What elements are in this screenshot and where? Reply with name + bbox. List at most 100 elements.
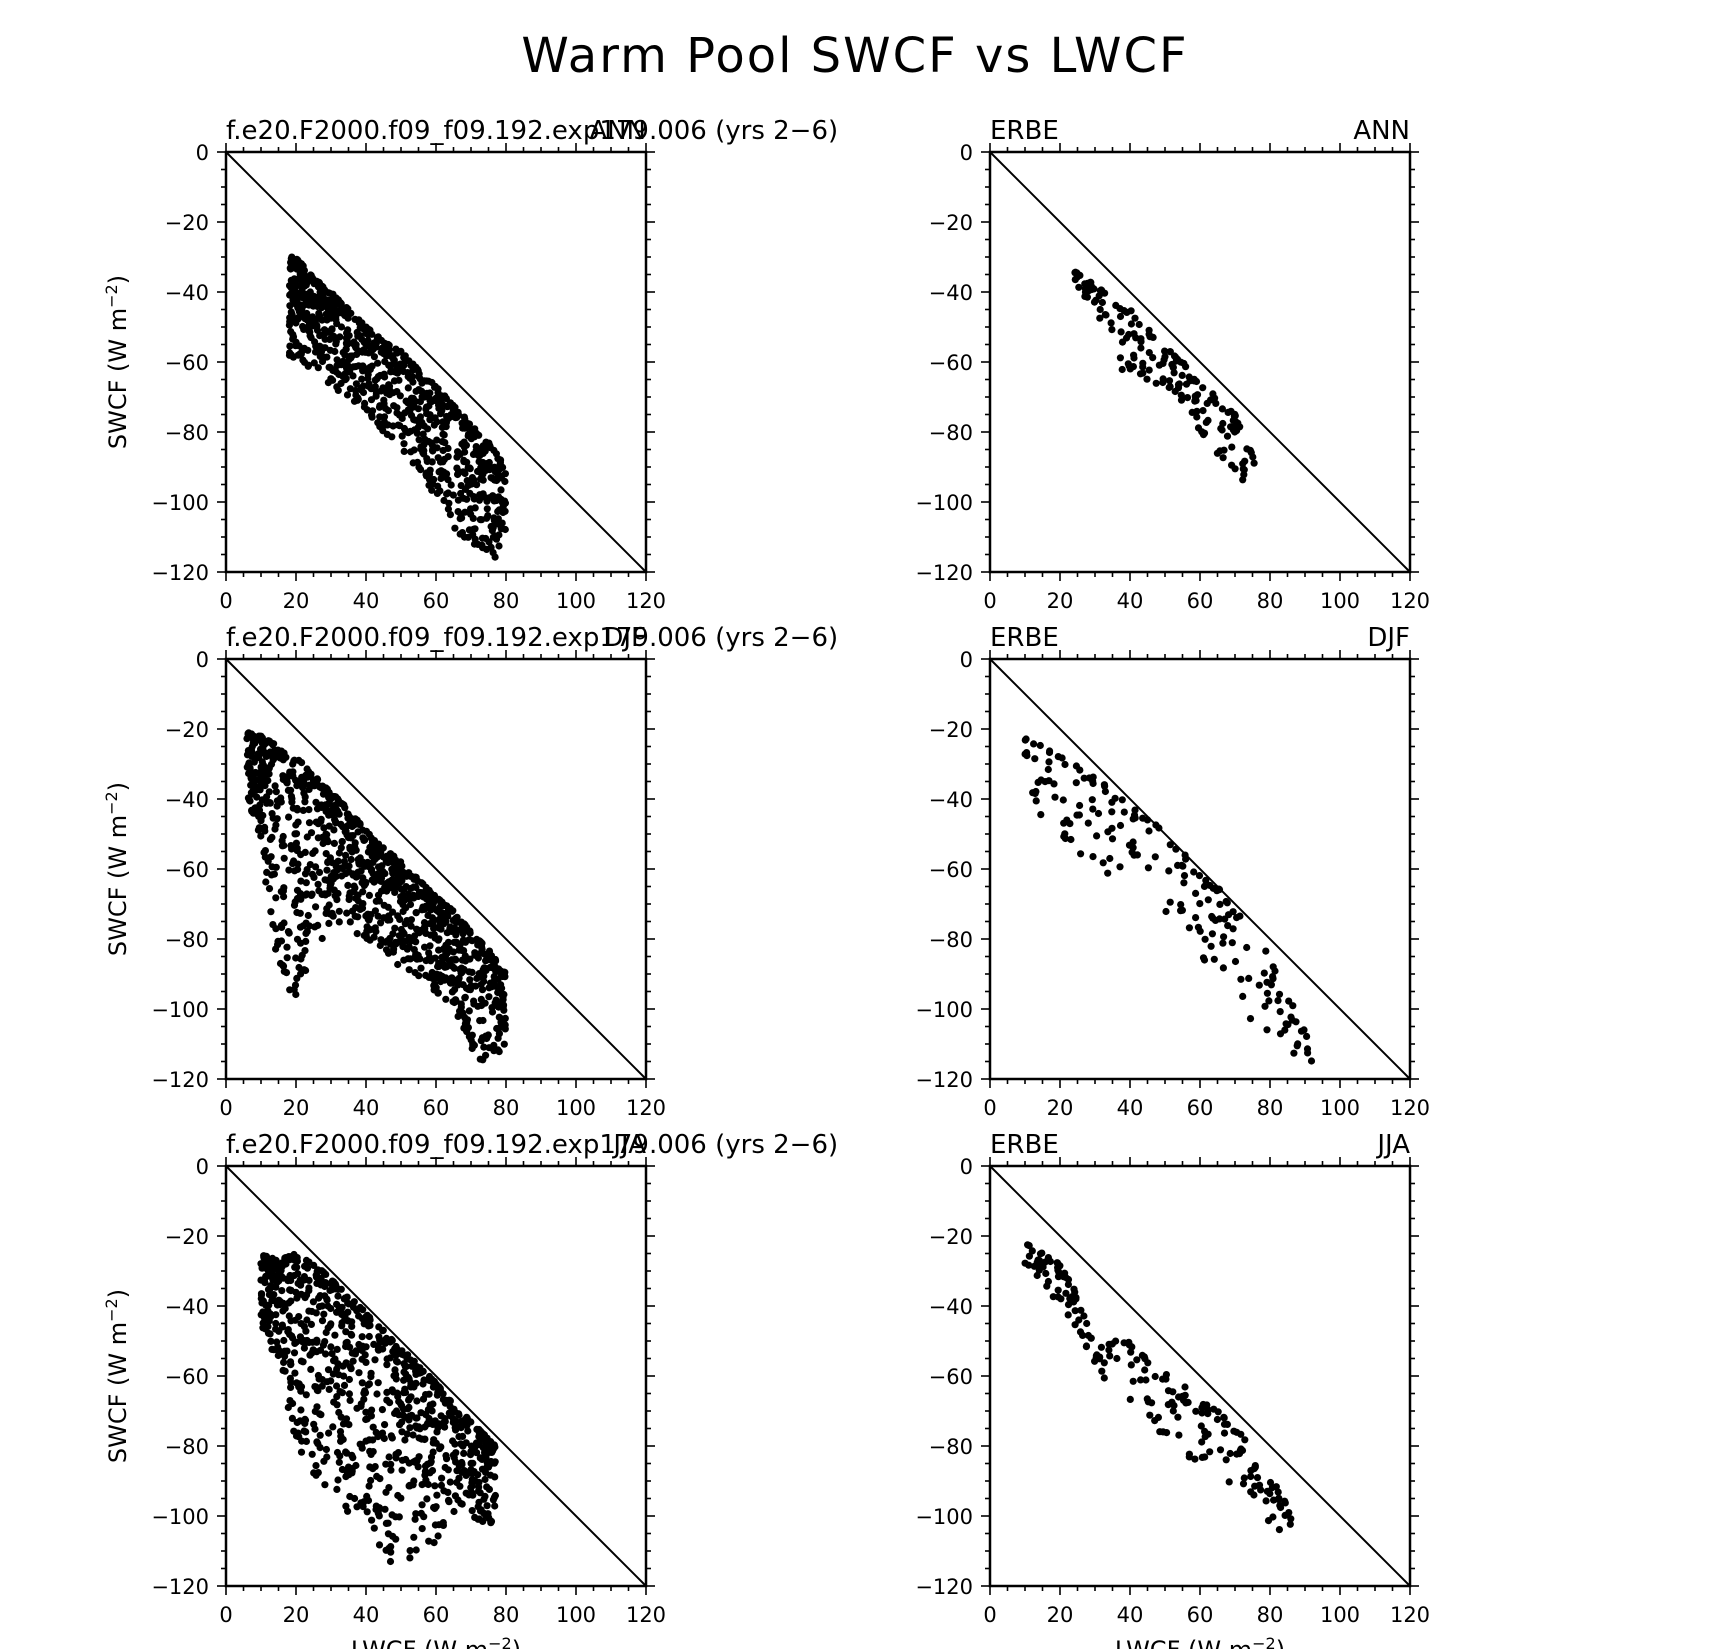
scatter-point <box>312 818 320 826</box>
scatter-point <box>353 930 361 938</box>
scatter-point <box>1229 925 1237 933</box>
scatter-point <box>1303 1045 1312 1053</box>
scatter-point <box>382 1488 390 1496</box>
scatter-point <box>1159 378 1167 387</box>
scatter-point <box>479 470 487 478</box>
x-tick-label: 100 <box>556 1603 596 1627</box>
scatter-point <box>454 508 462 516</box>
scatter-point <box>1287 1013 1295 1021</box>
scatter-point <box>1145 366 1153 374</box>
scatter-point <box>286 1286 294 1294</box>
scatter-point <box>348 822 356 831</box>
y-tick-label: 0 <box>196 1155 209 1179</box>
scatter-point <box>320 1310 328 1318</box>
scatter-point <box>345 367 353 375</box>
scatter-point <box>437 474 445 483</box>
scatter-point <box>333 362 341 370</box>
scatter-point <box>401 920 409 928</box>
scatter-point <box>1030 1262 1038 1270</box>
scatter-point <box>401 1413 410 1421</box>
scatter-point <box>366 1321 374 1329</box>
scatter-point <box>1206 1448 1214 1456</box>
scatter-point <box>449 1437 457 1445</box>
scatter-point <box>375 840 383 848</box>
scatter-point <box>351 315 359 323</box>
scatter-point <box>415 1434 423 1442</box>
x-tick-label: 20 <box>1047 1096 1074 1120</box>
scatter-point <box>491 999 499 1007</box>
scatter-point <box>1263 989 1271 997</box>
scatter-point <box>341 312 349 320</box>
scatter-point <box>363 365 371 373</box>
scatter-point <box>317 1411 325 1419</box>
x-tick-label: 80 <box>1257 589 1284 613</box>
scatter-point <box>310 359 318 367</box>
scatter-point <box>455 1433 463 1441</box>
scatter-point <box>471 504 479 512</box>
scatter-point <box>405 1375 413 1383</box>
x-tick-label: 20 <box>283 1096 310 1120</box>
scatter-point <box>391 888 399 897</box>
scatter-point <box>1108 835 1117 843</box>
scatter-point <box>387 1466 395 1474</box>
scatter-point <box>1290 1049 1298 1057</box>
scatter-point <box>352 343 360 352</box>
scatter-point <box>451 1492 459 1500</box>
x-tick-label: 20 <box>283 1603 310 1627</box>
scatter-point <box>1177 907 1185 915</box>
scatter-point <box>350 1298 358 1306</box>
scatter-point <box>1209 390 1217 398</box>
scatter-point <box>477 938 485 946</box>
x-tick-label: 20 <box>1047 589 1074 613</box>
scatter-point <box>1082 1342 1091 1350</box>
scatter-point <box>285 351 294 359</box>
y-tick-label: 0 <box>960 1155 973 1179</box>
scatter-point <box>1030 740 1038 748</box>
scatter-point <box>396 897 405 906</box>
scatter-point <box>491 1502 499 1510</box>
scatter-point <box>1183 394 1192 402</box>
x-tick-label: 0 <box>219 1603 232 1627</box>
scatter-point <box>323 786 331 794</box>
scatter-point <box>1224 408 1232 416</box>
scatter-point <box>251 739 259 747</box>
scatter-point <box>430 1436 438 1444</box>
scatter-point <box>439 446 447 455</box>
scatter-point <box>452 1426 460 1434</box>
scatter-point <box>460 1449 468 1457</box>
scatter-point <box>392 1371 400 1379</box>
scatter-point <box>357 1400 365 1408</box>
scatter-point <box>457 482 465 490</box>
x-tick-label: 120 <box>1390 1603 1430 1627</box>
scatter-point <box>1165 383 1173 392</box>
scatter-point <box>449 1415 457 1423</box>
y-tick-label: −20 <box>165 1225 209 1249</box>
scatter-point <box>1230 1427 1238 1435</box>
scatter-point <box>458 529 466 537</box>
scatter-point <box>464 533 472 541</box>
scatter-point <box>1143 375 1151 383</box>
scatter-point <box>1148 1399 1156 1407</box>
scatter-point <box>284 1275 292 1283</box>
scatter-point <box>1227 423 1235 431</box>
scatter-point <box>1130 851 1138 859</box>
scatter-point <box>324 1302 332 1310</box>
scatter-point <box>259 1324 267 1332</box>
scatter-point <box>407 1383 415 1391</box>
scatter-point <box>1237 975 1245 983</box>
scatter-point <box>354 828 362 836</box>
scatter-point <box>369 407 377 415</box>
scatter-point <box>421 943 429 951</box>
x-tick-label: 20 <box>283 589 310 613</box>
panel-left-label: f.e20.F2000.f09_f09.192.exp179.006 (yrs … <box>226 1130 838 1160</box>
scatter-point <box>463 923 471 931</box>
x-tick-label: 40 <box>353 589 380 613</box>
scatter-point <box>431 934 439 942</box>
scatter-point <box>363 1492 371 1500</box>
x-tick-label: 60 <box>423 1096 450 1120</box>
scatter-point <box>1129 815 1137 823</box>
y-tick-label: −20 <box>929 1225 973 1249</box>
scatter-point <box>377 919 385 927</box>
scatter-point <box>335 849 343 857</box>
scatter-point <box>337 820 345 829</box>
